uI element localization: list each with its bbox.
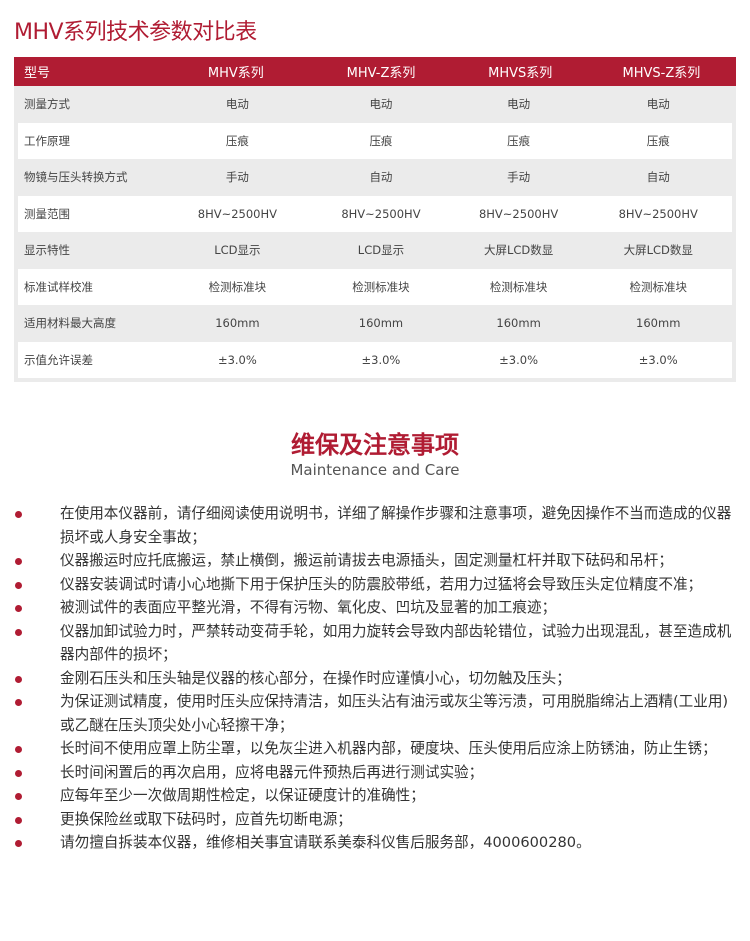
note-text: 长时间闲置后的再次启用，应将电器元件预热后再进行测试实验； <box>60 763 484 781</box>
note-text: 请勿擅自拆装本仪器，维修相关事宜请联系美泰科仪售后服务部，4000600280。 <box>60 834 591 851</box>
value-cell: 检测标准块 <box>352 279 410 294</box>
bullet-icon <box>15 558 22 565</box>
value-cell: 检测标准块 <box>629 279 687 294</box>
param-cell: 标准试样校准 <box>24 279 93 294</box>
value-cell: 自动 <box>369 170 393 185</box>
note-text: 仪器安装调试时请小心地撕下用于保护压头的防震胶带纸，若用力过猛将会导致压头定位精… <box>60 575 703 593</box>
note-text: 被测试件的表面应平整光滑，不得有污物、氧化皮、凹坑及显著的加工痕迹； <box>60 599 557 616</box>
note-text: 仪器搬运时应托底搬运，禁止横倒，搬运前请拔去电源插头，固定测量杠杆并取下砝码和吊… <box>60 552 673 569</box>
param-cell: 工作原理 <box>24 133 70 148</box>
bullet-icon <box>15 793 22 800</box>
value-cell: 手动 <box>225 170 249 185</box>
value-cell: 8HV~2500HV <box>618 206 698 221</box>
param-cell: 测量范围 <box>24 206 70 221</box>
table-header: 型号 MHV系列 MHV-Z系列 MHVS系列 MHVS-Z系列 <box>14 57 736 86</box>
section-subtitle: Maintenance and Care <box>290 461 460 479</box>
list-item: 仪器加卸试验力时，严禁转动变荷手轮，如用力旋转会导致内部齿轮错位，试验力出现混乱… <box>0 620 750 667</box>
value-cell: ±3.0% <box>638 352 678 367</box>
value-cell: 大屏LCD数显 <box>623 243 693 258</box>
value-cell: ±3.0% <box>499 352 539 367</box>
note-text: 仪器加卸试验力时，严禁转动变荷手轮，如用力旋转会导致内部齿轮错位，试验力出现混乱… <box>60 622 732 664</box>
header-cell: 型号 <box>24 66 51 81</box>
bullet-icon <box>15 699 22 706</box>
note-text: 金刚石压头和压头轴是仪器的核心部分，在操作时应谨慎小心，切勿触及压头； <box>60 669 571 687</box>
table-row: 测量方式 电动 电动 电动 电动 <box>18 86 732 123</box>
value-cell: 160mm <box>636 316 681 331</box>
note-text: 更换保险丝或取下砝码时，应首先切断电源； <box>60 810 352 828</box>
bullet-icon <box>15 840 22 847</box>
header-cell: MHVS-Z系列 <box>622 66 701 81</box>
list-item: 请勿擅自拆装本仪器，维修相关事宜请联系美泰科仪售后服务部，4000600280。 <box>0 831 750 855</box>
table-row: 测量范围 8HV~2500HV 8HV~2500HV 8HV~2500HV 8HV~25… <box>18 195 732 232</box>
list-item: 仪器安装调试时请小心地撕下用于保护压头的防震胶带纸，若用力过猛将会导致压头定位精… <box>0 573 750 597</box>
value-cell: 压痕 <box>507 133 531 148</box>
header-cell: MHV-Z系列 <box>346 66 416 81</box>
value-cell: LCD显示 <box>357 243 405 258</box>
bullet-icon <box>15 628 22 636</box>
table-row: 示值允许误差 ±3.0% ±3.0% ±3.0% ±3.0% <box>18 341 732 378</box>
value-cell: 检测标准块 <box>208 279 267 294</box>
value-cell: ±3.0% <box>361 352 401 367</box>
list-item: 长时间不使用应罩上防尘罩，以免灰尘进入机器内部，硬度块、压头使用后应涂上防锈油，… <box>0 737 750 761</box>
list-item: 金刚石压头和压头轴是仪器的核心部分，在操作时应谨慎小心，切勿触及压头； <box>0 667 750 691</box>
value-cell: 压痕 <box>646 133 670 148</box>
value-cell: 电动 <box>507 97 531 112</box>
bullet-icon <box>15 675 22 683</box>
param-cell: 显示特性 <box>24 243 70 258</box>
list-item: 长时间闲置后的再次启用，应将电器元件预热后再进行测试实验； <box>0 761 750 785</box>
page-title: MHV系列技术参数对比表 <box>14 20 257 45</box>
list-item: 更换保险丝或取下砝码时，应首先切断电源； <box>0 808 750 832</box>
list-item: 在使用本仪器前，请仔细阅读使用说明书，详细了解操作步骤和注意事项，避免因操作不当… <box>0 502 750 549</box>
list-item: 为保证测试精度，使用时压头应保持清洁，如压头沾有油污或灰尘等污渍，可用脱脂绵沾上… <box>0 690 750 737</box>
section-title: 维保及注意事项 <box>291 431 459 459</box>
bullet-icon <box>15 511 22 518</box>
value-cell: 手动 <box>507 170 531 185</box>
value-cell: 检测标准块 <box>489 279 548 294</box>
bullet-icon <box>15 581 22 589</box>
value-cell: 电动 <box>646 97 670 112</box>
note-text: 为保证测试精度，使用时压头应保持清洁，如压头沾有油污或灰尘等污渍，可用脱脂绵沾上… <box>60 693 729 734</box>
param-cell: 适用材料最大高度 <box>24 316 116 331</box>
list-item: 被测试件的表面应平整光滑，不得有污物、氧化皮、凹坑及显著的加工痕迹； <box>0 596 750 620</box>
value-cell: 自动 <box>646 170 670 185</box>
value-cell: 电动 <box>369 97 393 112</box>
table-row: 显示特性 LCD显示 LCD显示 大屏LCD数显 大屏LCD数显 <box>18 232 732 269</box>
note-text: 应每年至少一次做周期性检定，以保证硬度计的准确性； <box>60 787 425 804</box>
list-item: 应每年至少一次做周期性检定，以保证硬度计的准确性； <box>0 784 750 808</box>
value-cell: 160mm <box>496 316 541 331</box>
value-cell: 8HV~2500HV <box>197 206 277 221</box>
notes-list: 在使用本仪器前，请仔细阅读使用说明书，详细了解操作步骤和注意事项，避免因操作不当… <box>0 502 750 855</box>
value-cell: 160mm <box>215 316 260 331</box>
value-cell: 压痕 <box>369 133 393 148</box>
param-cell: 示值允许误差 <box>24 352 93 367</box>
bullet-icon <box>15 605 22 612</box>
list-item: 仪器搬运时应托底搬运，禁止横倒，搬运前请拔去电源插头，固定测量杠杆并取下砝码和吊… <box>0 549 750 573</box>
bullet-icon <box>15 769 22 777</box>
header-cell: MHV系列 <box>207 66 264 81</box>
value-cell: 8HV~2500HV <box>341 206 421 221</box>
bullet-icon <box>15 746 22 753</box>
bullet-icon <box>15 816 22 824</box>
table-row: 物镜与压头转换方式 手动 自动 手动 自动 <box>18 159 732 196</box>
param-cell: 物镜与压头转换方式 <box>24 170 128 185</box>
value-cell: 电动 <box>225 97 249 112</box>
value-cell: ±3.0% <box>217 352 257 367</box>
spec-table: 型号 MHV系列 MHV-Z系列 MHVS系列 MHVS-Z系列 测量方式 电动 电动 电动 电… <box>14 57 736 382</box>
note-text: 长时间不使用应罩上防尘罩，以免灰尘进入机器内部，硬度块、压头使用后应涂上防锈油，… <box>60 740 717 757</box>
value-cell: 大屏LCD数显 <box>483 243 554 258</box>
note-text: 在使用本仪器前，请仔细阅读使用说明书，详细了解操作步骤和注意事项，避免因操作不当… <box>60 505 732 546</box>
table-row: 工作原理 压痕 压痕 压痕 压痕 <box>18 122 732 159</box>
table-row: 标准试样校准 检测标准块 检测标准块 检测标准块 检测标准块 <box>18 268 732 305</box>
value-cell: 8HV~2500HV <box>478 206 559 221</box>
table-row: 适用材料最大高度 160mm 160mm 160mm 160mm <box>18 305 732 342</box>
header-cell: MHVS系列 <box>488 66 553 81</box>
value-cell: 压痕 <box>225 133 249 148</box>
value-cell: LCD显示 <box>214 243 261 258</box>
param-cell: 测量方式 <box>24 97 70 112</box>
value-cell: 160mm <box>358 316 404 331</box>
